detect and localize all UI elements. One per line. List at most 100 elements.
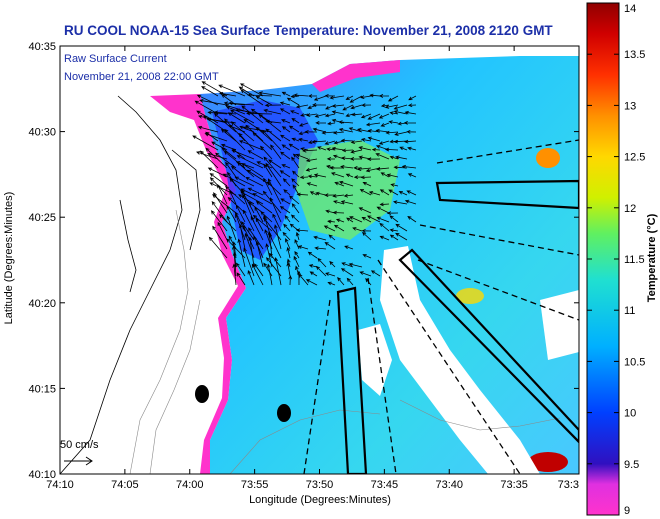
current-vector [341,262,354,268]
chart-title: RU COOL NOAA-15 Sea Surface Temperature:… [64,23,553,38]
current-vector [360,175,372,180]
current-vector [349,95,363,103]
current-vector [244,232,255,259]
current-vector [279,170,291,178]
current-vector [212,225,228,250]
current-vector [389,111,399,115]
current-vector [327,281,336,286]
current-vector [208,236,228,259]
current-vector [263,156,282,178]
current-vector [386,211,399,216]
current-vector [380,103,390,108]
current-vector [313,95,327,101]
current-vector [395,232,408,241]
colorbar-tick-label: 9 [624,505,630,517]
colorbar-tick-label: 11 [624,305,635,317]
current-vector [294,250,300,259]
current-vector [223,101,246,106]
current-vector [367,136,381,142]
current-vector [315,191,327,196]
current-vector [386,173,399,178]
current-vector [266,181,282,196]
current-vector [358,207,372,214]
warm-patch-3 [456,288,484,304]
current-vector [274,224,282,250]
current-vector [298,122,309,127]
current-vector [295,153,309,160]
current-vector [290,94,300,99]
current-vector [300,113,309,117]
current-vector [289,195,300,205]
current-vector [201,86,219,97]
current-vectors [192,81,417,286]
current-vector [362,254,372,259]
current-vector [247,93,273,97]
current-vector [367,113,381,120]
plot-area: 50 cm/s Raw Surface Current November 21,… [60,46,579,474]
current-vector [297,270,301,286]
current-vector [369,93,381,98]
current-vector [263,177,273,196]
current-vector [307,104,318,109]
current-vector [329,260,336,268]
current-vector [348,262,363,268]
current-vector [313,173,327,178]
current-vector [360,138,372,142]
current-vector [404,110,417,115]
current-vector [262,129,282,151]
current-vector [401,164,417,169]
current-vector [361,103,372,107]
colorbar [586,2,620,516]
current-vector [404,199,417,205]
current-vector [236,155,264,169]
current-vector [240,89,264,106]
mooring-marker-2 [277,404,291,422]
current-vector [243,209,255,232]
current-vector [209,173,228,187]
current-vector [232,263,237,286]
current-vector [239,83,264,97]
current-vector [321,130,336,135]
current-vector [393,139,408,144]
current-vector [343,193,354,198]
scale-label: 50 cm/s [60,439,99,451]
colorbar-tick-label: 14 [624,3,636,15]
current-vector [311,140,327,144]
current-vector [333,140,345,145]
current-vector [204,132,228,142]
current-vector [302,148,318,153]
current-vector [286,262,291,277]
current-vector [238,223,246,250]
current-vector [281,164,291,169]
current-vector [328,234,336,241]
current-vector [353,175,363,179]
current-vector [331,110,345,115]
current-vector [384,147,399,152]
current-vector [407,146,417,151]
current-vector [221,147,237,160]
current-vector [338,120,354,125]
current-vector [394,131,408,136]
current-vector [338,180,354,187]
current-vector [341,148,354,153]
scale-arrow [64,456,93,466]
current-vector [340,138,354,143]
current-vector [192,135,219,151]
current-vector [295,265,300,277]
current-vector [393,110,408,115]
current-vector [212,194,237,214]
current-vector [281,119,291,124]
current-vector [251,263,264,286]
current-vector [406,130,417,134]
y-axis-label: Latitude (Degrees:Minutes) [3,192,15,325]
current-vector [215,152,237,169]
current-vector [345,95,354,100]
y-tick-label: 40:10 [28,469,56,481]
current-vector [248,236,255,268]
mooring-marker-1 [195,385,209,403]
current-vector [205,147,228,169]
current-vector [281,126,291,133]
y-tick-label: 40:30 [28,127,56,139]
current-vector [274,256,282,286]
current-vector [268,159,282,169]
